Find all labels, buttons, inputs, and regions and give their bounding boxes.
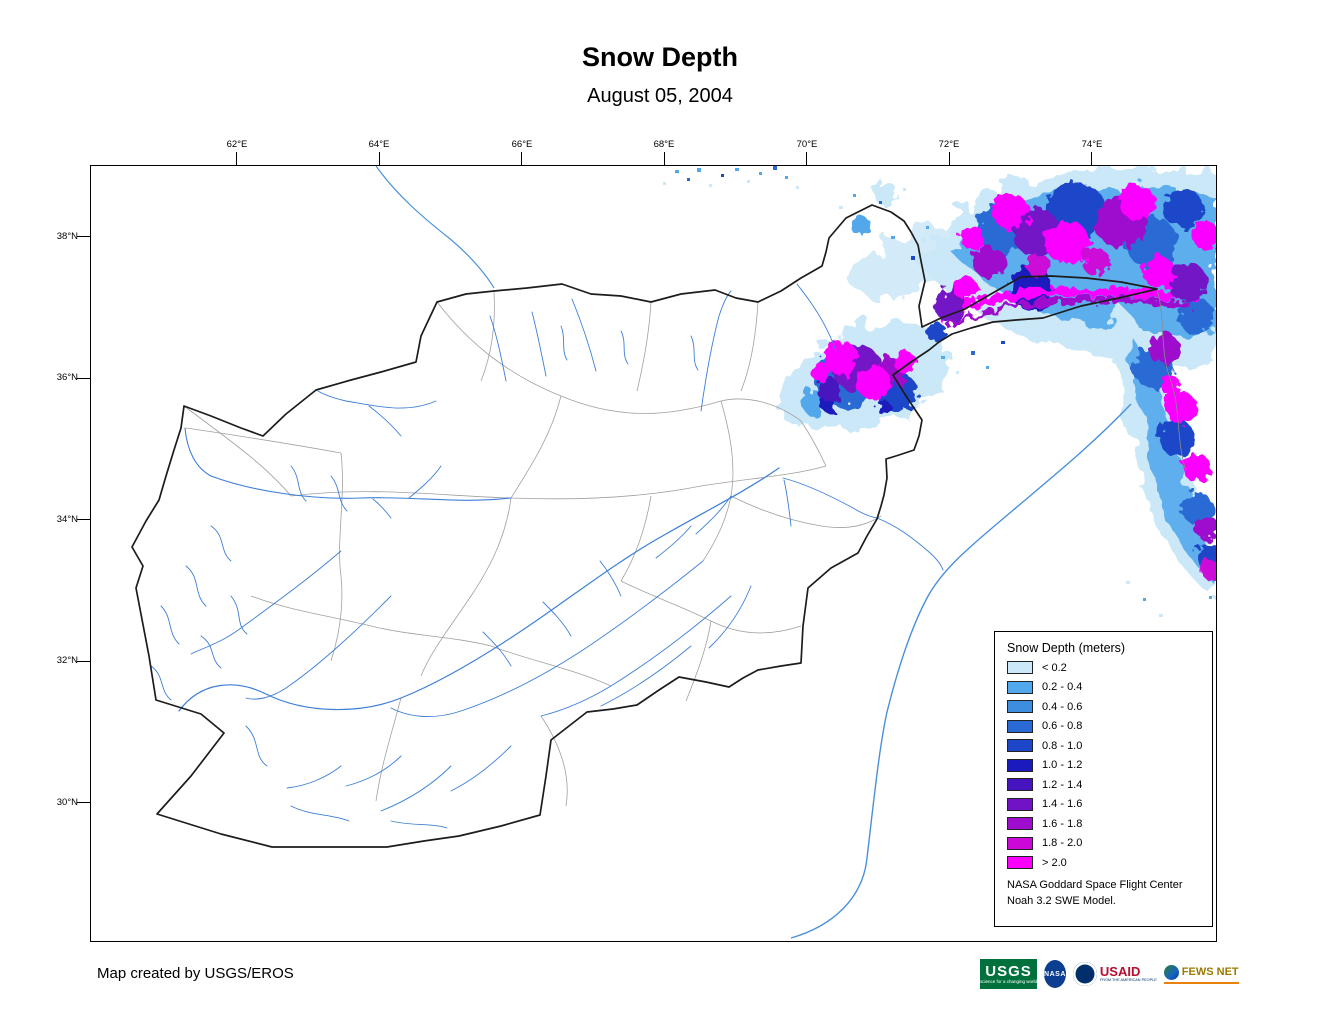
nasa-logo-text: NASA xyxy=(1044,970,1066,978)
lon-label: 72°E xyxy=(938,139,960,150)
legend-row: < 0.2 xyxy=(1007,661,1212,674)
usgs-logo-text: USGS xyxy=(985,963,1032,980)
river-indus xyxy=(790,403,1132,939)
lon-tick xyxy=(236,152,237,165)
legend-swatch xyxy=(1007,856,1033,869)
legend-swatch xyxy=(1007,797,1033,811)
legend-row: 1.6 - 1.8 xyxy=(1007,817,1212,830)
legend-swatch xyxy=(1007,680,1033,694)
legend-row: 0.8 - 1.0 xyxy=(1007,739,1212,752)
legend-row: 1.4 - 1.6 xyxy=(1007,797,1212,811)
page-title: Snow Depth xyxy=(582,42,738,72)
legend-label: 1.6 - 1.8 xyxy=(1042,817,1083,830)
lat-tick xyxy=(77,236,90,237)
lat-tick xyxy=(77,519,90,520)
usaid-seal-icon xyxy=(1072,962,1097,986)
legend-label: 0.4 - 0.6 xyxy=(1042,700,1083,713)
legend-swatch xyxy=(1007,661,1033,674)
lon-tick xyxy=(379,152,380,165)
logo-strip: USGS science for a changing world NASA U… xyxy=(980,955,1239,993)
legend-title: Snow Depth (meters) xyxy=(1007,641,1126,655)
lon-label: 66°E xyxy=(511,139,533,150)
legend-row: 1.8 - 2.0 xyxy=(1007,836,1212,850)
legend-swatch xyxy=(1007,739,1033,752)
fewsnet-logo-text: FEWS NET xyxy=(1181,966,1239,978)
legend-swatch xyxy=(1007,778,1033,791)
usaid-logo-text: USAID xyxy=(1099,964,1141,979)
lon-label: 64°E xyxy=(368,139,390,150)
lat-tick xyxy=(77,661,90,662)
lon-label: 68°E xyxy=(653,139,675,150)
globe-icon xyxy=(1163,964,1179,980)
lat-label: 30°N xyxy=(56,797,78,808)
usgs-logo: USGS science for a changing world xyxy=(980,959,1038,989)
lon-tick xyxy=(806,152,807,165)
legend-swatch xyxy=(1007,758,1033,772)
lon-label: 70°E xyxy=(796,139,818,150)
lat-tick xyxy=(77,378,90,379)
legend-swatch xyxy=(1007,836,1033,850)
usaid-logo-tagline: FROM THE AMERICAN PEOPLE xyxy=(1099,978,1157,982)
lat-label: 32°N xyxy=(56,655,78,666)
river-northwest xyxy=(375,166,495,289)
legend-label: 1.8 - 2.0 xyxy=(1042,837,1083,849)
legend-label: < 0.2 xyxy=(1042,661,1067,674)
legend-source-line2: Noah 3.2 SWE Model. xyxy=(1007,895,1116,907)
legend-source-line1: NASA Goddard Space Flight Center xyxy=(1007,879,1183,891)
legend-label: 1.0 - 1.2 xyxy=(1042,759,1083,771)
legend-swatch xyxy=(1007,817,1033,830)
usaid-logo: USAID FROM THE AMERICAN PEOPLE xyxy=(1072,962,1157,986)
legend-label: 1.2 - 1.4 xyxy=(1042,778,1083,791)
legend-row: 0.2 - 0.4 xyxy=(1007,680,1212,694)
map-frame: Snow Depth (meters) < 0.2 0.2 - 0.4 0.4 … xyxy=(90,165,1217,942)
country-border-afghanistan xyxy=(131,204,1158,848)
lon-tick xyxy=(949,152,950,165)
fewsnet-logo: FEWS NET xyxy=(1163,964,1239,984)
legend-row: 0.6 - 0.8 xyxy=(1007,719,1212,733)
legend-swatch xyxy=(1007,700,1033,713)
lon-tick xyxy=(521,152,522,165)
usgs-logo-tagline: science for a changing world xyxy=(980,979,1038,984)
page-subtitle: August 05, 2004 xyxy=(587,85,733,107)
lat-label: 38°N xyxy=(56,231,78,242)
legend-label: 0.2 - 0.4 xyxy=(1042,681,1083,693)
lon-label: 74°E xyxy=(1081,139,1103,150)
lon-tick xyxy=(1091,152,1092,165)
lat-label: 36°N xyxy=(56,372,78,383)
lon-label: 62°E xyxy=(226,139,248,150)
nasa-logo: NASA xyxy=(1044,960,1066,988)
legend-row: 1.0 - 1.2 xyxy=(1007,758,1212,772)
lat-tick xyxy=(77,802,90,803)
rivers xyxy=(150,283,944,829)
legend-label: > 2.0 xyxy=(1042,856,1067,869)
legend-row: 1.2 - 1.4 xyxy=(1007,778,1212,791)
legend-row: > 2.0 xyxy=(1007,856,1212,869)
map-canvas xyxy=(131,166,1216,939)
legend: Snow Depth (meters) < 0.2 0.2 - 0.4 0.4 … xyxy=(994,631,1213,927)
legend-label: 1.4 - 1.6 xyxy=(1042,798,1083,810)
legend-swatch xyxy=(1007,719,1033,733)
legend-label: 0.6 - 0.8 xyxy=(1042,720,1083,732)
lat-label: 34°N xyxy=(56,514,78,525)
lon-tick xyxy=(664,152,665,165)
map-credit: Map created by USGS/EROS xyxy=(97,965,294,982)
legend-row: 0.4 - 0.6 xyxy=(1007,700,1212,713)
legend-label: 0.8 - 1.0 xyxy=(1042,739,1083,752)
